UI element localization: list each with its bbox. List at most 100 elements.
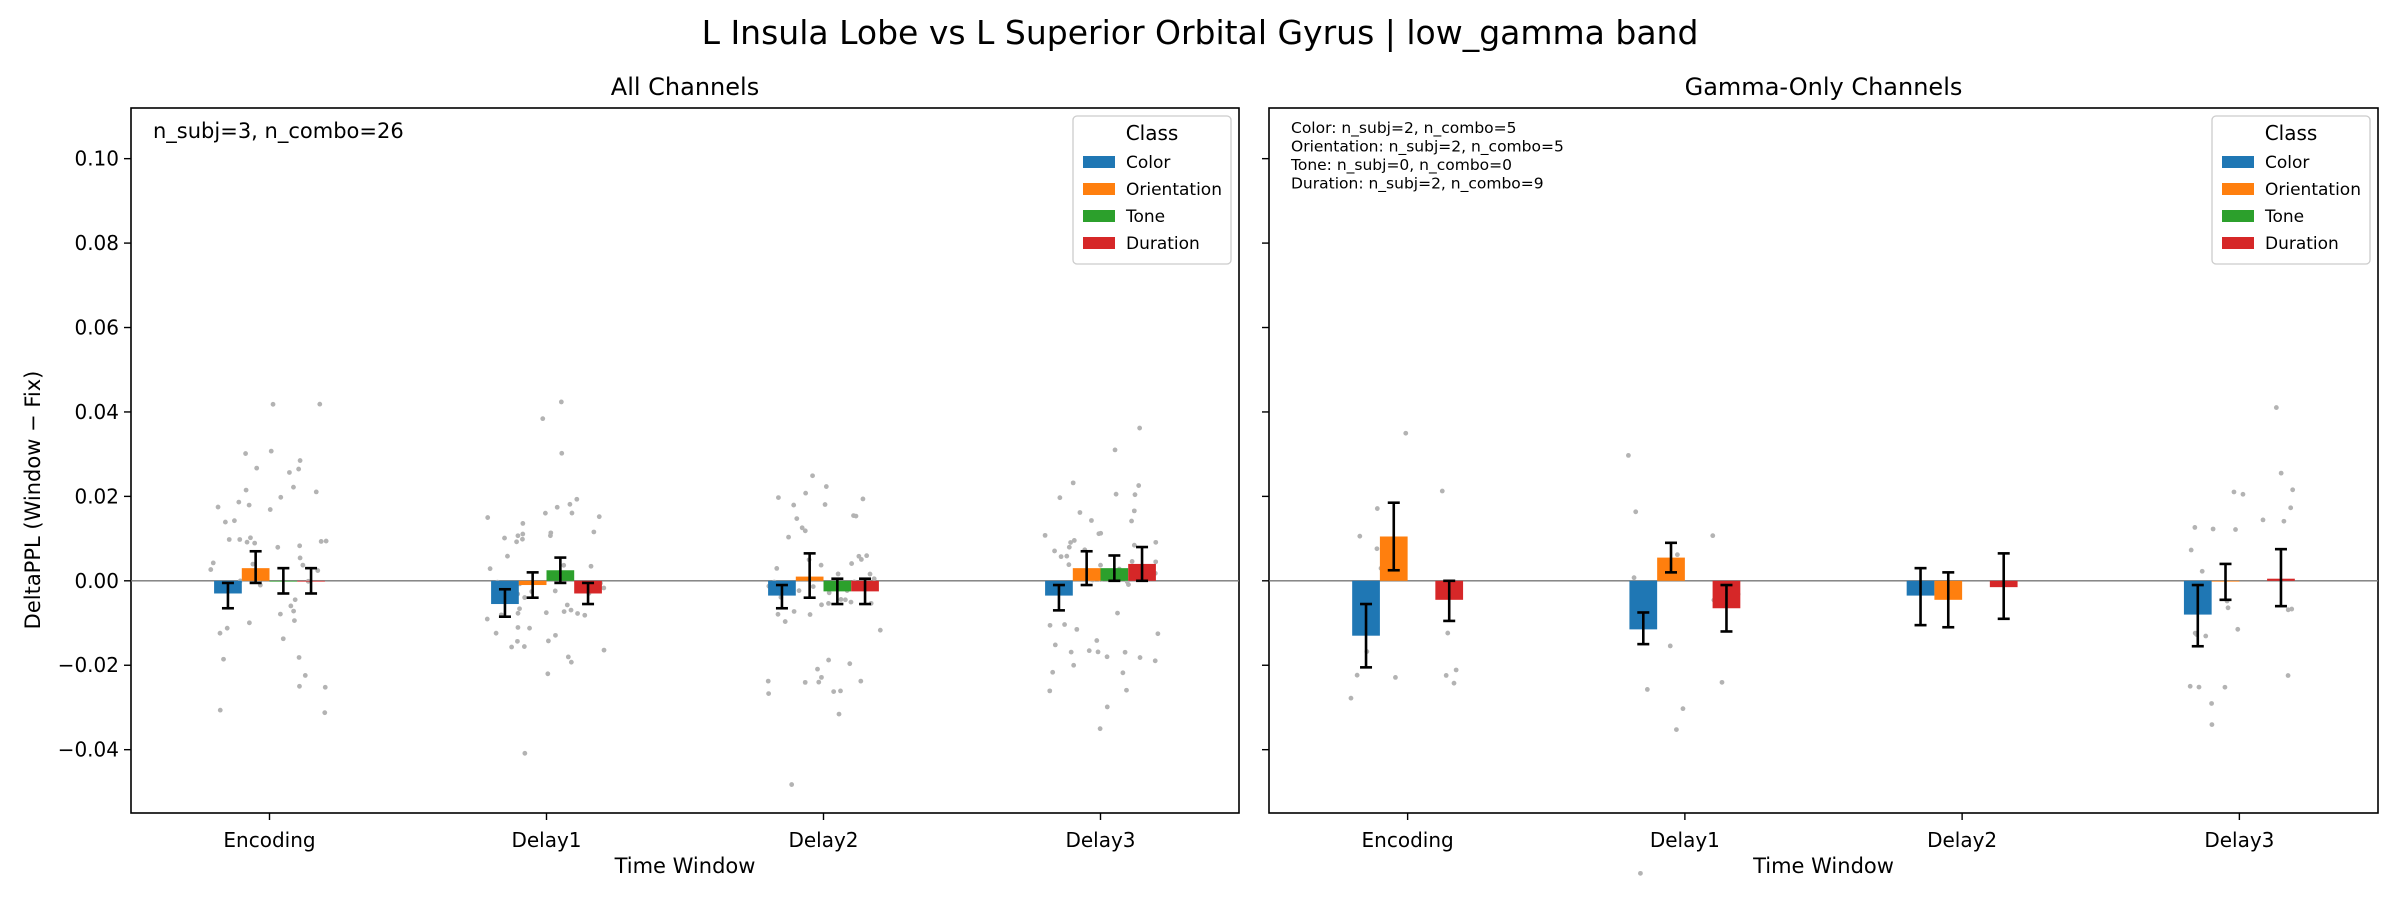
data-point: [243, 451, 248, 456]
y-tick-label: −0.02: [58, 653, 119, 677]
data-point: [877, 627, 883, 633]
data-point: [826, 601, 831, 606]
data-point: [2281, 518, 2287, 524]
legend-title: Class: [2265, 121, 2318, 145]
data-point: [596, 514, 602, 520]
data-point: [1071, 662, 1077, 668]
data-point: [522, 595, 528, 600]
data-point: [521, 644, 527, 649]
data-point: [232, 518, 237, 524]
data-point: [1064, 553, 1070, 559]
data-point: [322, 684, 328, 690]
data-point: [823, 484, 829, 489]
data-point: [558, 399, 564, 405]
data-point: [831, 689, 837, 695]
data-point: [1068, 540, 1073, 545]
figure-title: L Insula Lobe vs L Superior Orbital Gyru…: [702, 13, 1699, 52]
data-point: [545, 671, 551, 677]
data-point: [252, 540, 258, 546]
legend-label: Color: [1126, 153, 1170, 173]
data-point: [552, 588, 558, 594]
y-tick-label: −0.04: [58, 738, 119, 762]
data-point: [858, 678, 864, 684]
data-point: [278, 494, 284, 500]
data-point: [1348, 695, 1354, 701]
x-tick-label: Delay1: [511, 828, 581, 852]
x-axis-label: Time Window: [1752, 854, 1894, 878]
data-point: [775, 611, 781, 617]
data-point: [838, 597, 844, 602]
data-point: [1047, 622, 1053, 628]
data-point: [1626, 453, 1631, 458]
panel-1: All Channels Time Window −0.04 −0.02 0.00 0.0…: [58, 73, 1240, 878]
data-point: [575, 611, 580, 616]
data-point: [1042, 532, 1048, 538]
y-axis-label: DeltaPPL (Window − Fix): [21, 371, 45, 630]
data-point: [818, 562, 824, 568]
data-point: [487, 566, 493, 572]
data-point: [1120, 670, 1126, 676]
data-point: [826, 590, 832, 596]
legend-swatch-duration: [2222, 237, 2254, 249]
data-point: [858, 557, 864, 562]
data-point: [1153, 539, 1159, 545]
data-point: [2231, 489, 2237, 495]
data-point: [236, 499, 242, 505]
data-point: [816, 679, 822, 685]
data-point: [1050, 669, 1056, 675]
data-point: [588, 563, 594, 569]
data-point: [838, 688, 843, 694]
y-tick-label: 0.10: [74, 147, 119, 171]
data-point: [807, 612, 813, 617]
data-point: [297, 543, 303, 549]
data-point: [2285, 607, 2291, 613]
data-point: [493, 630, 499, 636]
data-point: [568, 659, 574, 665]
annotation-text: Tone: n_subj=0, n_combo=0: [1290, 156, 1512, 175]
data-point: [1104, 654, 1110, 660]
data-point: [2240, 491, 2246, 497]
data-point: [1638, 870, 1643, 876]
data-point: [246, 502, 252, 508]
data-point: [2260, 517, 2266, 523]
legend-frame: [2211, 115, 2371, 265]
data-point: [799, 525, 805, 531]
data-point: [515, 638, 520, 644]
data-point: [317, 401, 323, 407]
data-point: [1097, 726, 1103, 732]
data-point: [287, 470, 292, 475]
x-tick-label: Encoding: [223, 828, 315, 852]
data-point: [2187, 683, 2193, 689]
data-point: [210, 560, 216, 566]
data-point: [254, 465, 260, 471]
data-point: [2273, 405, 2279, 410]
data-point: [1152, 658, 1158, 664]
axes-frame: [1268, 107, 2379, 814]
data-point: [1066, 544, 1072, 550]
data-point: [568, 607, 574, 613]
data-point: [520, 531, 526, 537]
data-point: [871, 576, 877, 582]
data-point: [819, 602, 824, 608]
data-point: [601, 585, 607, 591]
data-point: [484, 616, 490, 622]
data-point: [1674, 727, 1679, 732]
data-point: [1062, 622, 1067, 627]
data-point: [270, 401, 276, 407]
x-tick-label: Encoding: [1362, 828, 1454, 852]
data-point: [1137, 655, 1143, 660]
annotation-text: n_subj=3, n_combo=26: [153, 119, 404, 144]
data-point: [1680, 706, 1686, 712]
data-point: [520, 536, 525, 542]
data-point: [1124, 687, 1129, 693]
data-point: [2199, 568, 2205, 574]
legend-label: Duration: [2265, 234, 2339, 254]
data-point: [554, 504, 560, 510]
data-point: [2290, 487, 2296, 493]
data-point: [322, 710, 328, 716]
data-point: [1074, 626, 1080, 632]
data-point: [1095, 649, 1101, 655]
data-point: [2209, 701, 2214, 706]
data-point: [291, 608, 297, 614]
